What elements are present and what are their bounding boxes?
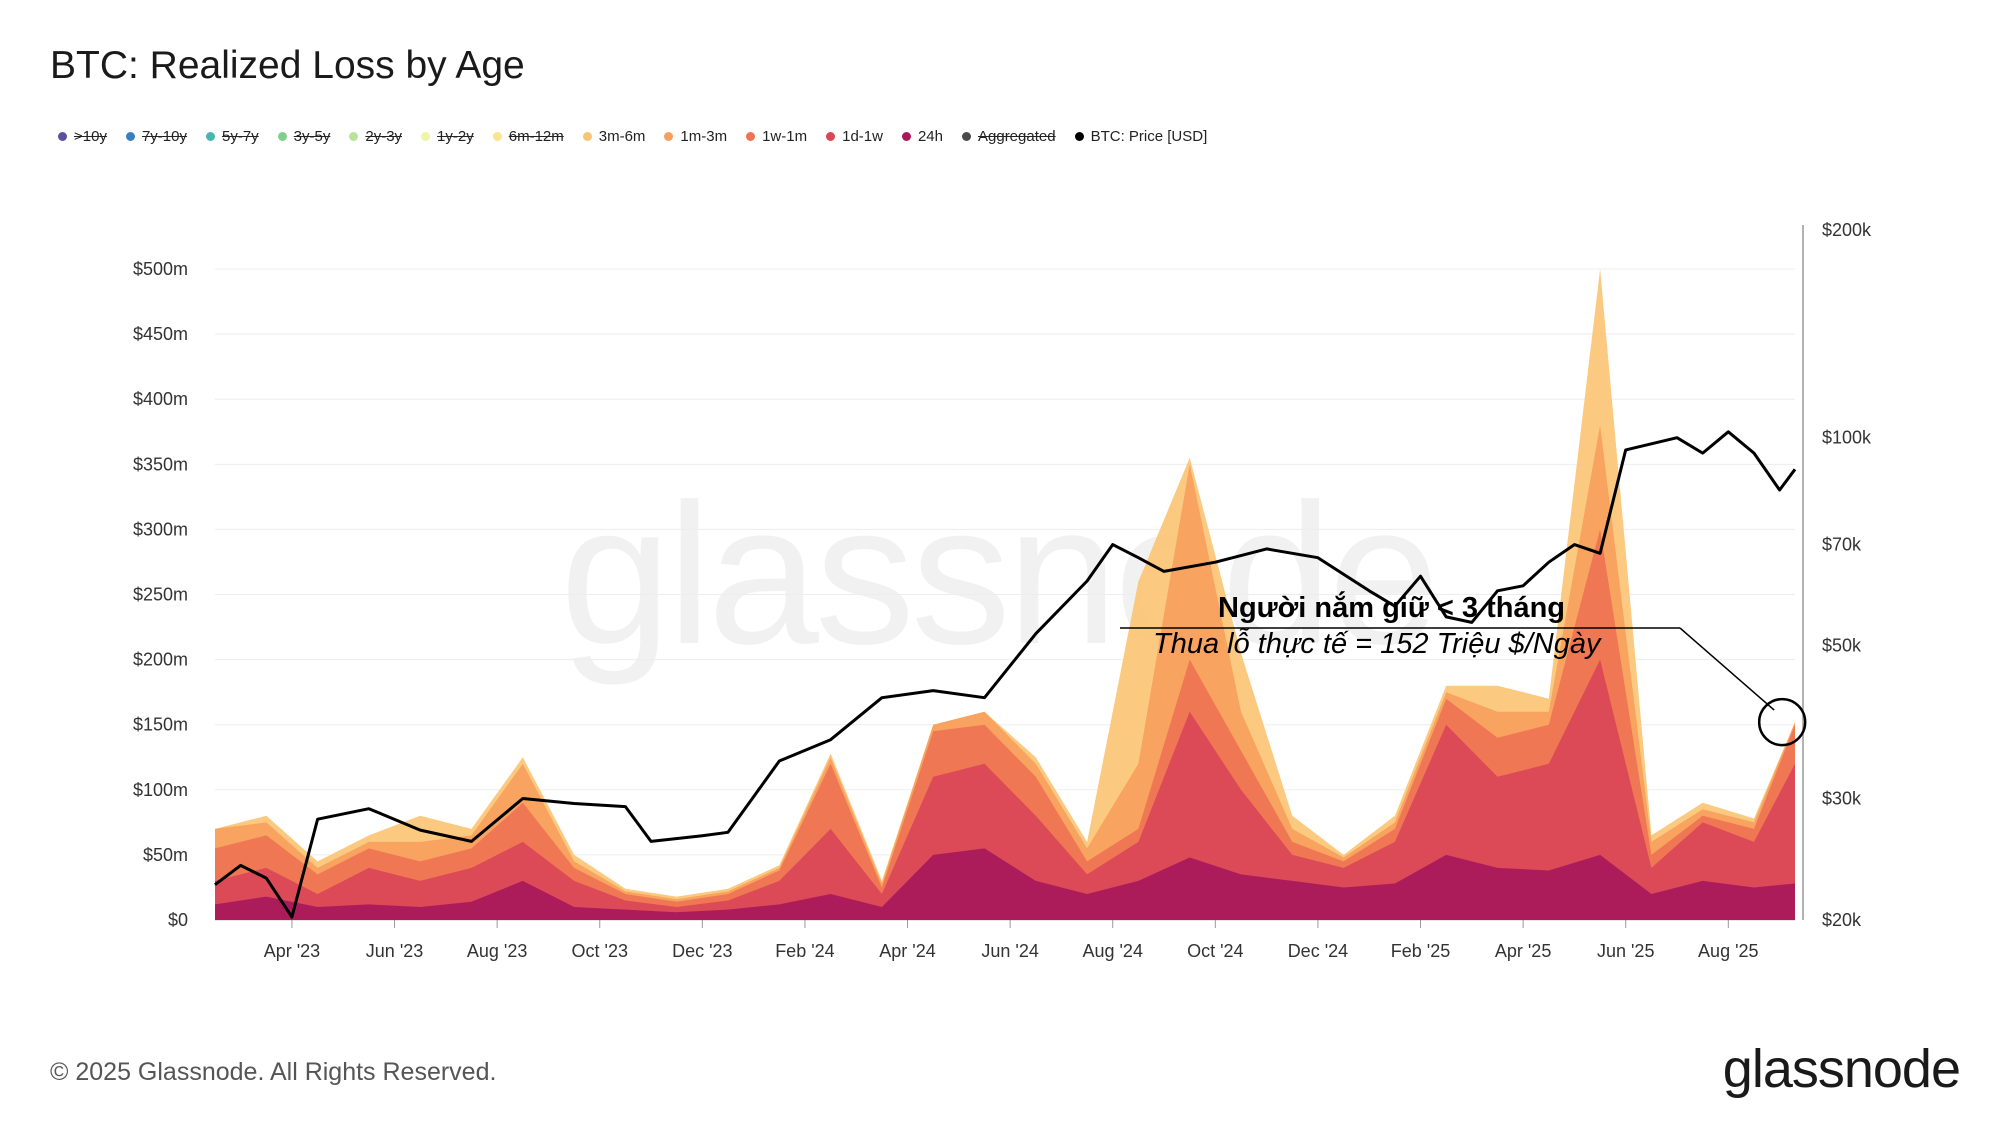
legend-dot-icon	[58, 132, 67, 141]
y-left-tick-label: $50m	[143, 845, 188, 865]
x-tick-label: Jun '25	[1597, 941, 1654, 961]
y-left-tick-label: $350m	[133, 454, 188, 474]
x-tick-label: Apr '24	[879, 941, 935, 961]
y-right-tick-label: $70k	[1822, 535, 1862, 555]
x-tick-label: Apr '25	[1495, 941, 1551, 961]
y-left-tick-label: $100m	[133, 780, 188, 800]
area-1w-1m	[215, 529, 1795, 920]
legend-dot-icon	[664, 132, 674, 141]
x-tick-label: Dec '23	[672, 941, 732, 961]
legend-item-1[interactable]: 7y-10y	[125, 128, 187, 145]
annotation-circle	[1757, 697, 1807, 747]
legend-item-5[interactable]: 1y-2y	[421, 128, 474, 145]
area-24h	[215, 848, 1795, 920]
x-tick-label: Apr '23	[264, 941, 320, 961]
legend-label: 1w-1m	[762, 128, 808, 145]
legend-label: 1y-2y	[437, 128, 474, 145]
legend-item-9[interactable]: 1w-1m	[746, 128, 807, 145]
legend-dot-icon	[746, 132, 756, 141]
x-tick-label: Aug '25	[1698, 941, 1759, 961]
legend-item-2[interactable]: 5y-7y	[205, 128, 259, 145]
y-left-tick-label: $200m	[133, 650, 188, 670]
legend-label: >10y	[74, 128, 107, 145]
x-tick-label: Feb '24	[775, 941, 834, 961]
legend-label: 3y-5y	[293, 128, 331, 145]
chart-title: BTC: Realized Loss by Age	[50, 44, 525, 87]
legend-dot-icon	[1074, 132, 1084, 141]
y-left-tick-label: $0	[168, 910, 188, 930]
legend-item-13[interactable]: BTC: Price [USD]	[1074, 128, 1208, 145]
legend-label: 2y-3y	[365, 128, 403, 145]
legend-dot-icon	[901, 132, 911, 141]
y-right-tick-label: $20k	[1822, 910, 1862, 930]
legend-label: 7y-10y	[141, 128, 187, 145]
y-left-tick-label: $150m	[133, 715, 188, 735]
y-right-tick-label: $100k	[1822, 428, 1872, 448]
btc-price-line	[214, 430, 1797, 919]
x-tick-label: Aug '24	[1082, 941, 1143, 961]
legend-dot-icon	[421, 132, 431, 141]
legend-label: 1m-3m	[680, 128, 728, 145]
x-tick-label: Jun '23	[366, 941, 423, 961]
legend-dot-icon	[492, 132, 502, 141]
legend-item-3[interactable]: 3y-5y	[277, 128, 331, 145]
y-left-tick-label: $300m	[133, 519, 188, 539]
legend-dot-icon	[205, 132, 215, 141]
annotation-leader-line	[1679, 627, 1775, 711]
legend-label: 6m-12m	[508, 128, 564, 145]
legend-item-0[interactable]: >10y	[58, 128, 107, 145]
x-tick-label: Feb '25	[1391, 941, 1450, 961]
x-tick-label: Oct '23	[572, 941, 628, 961]
y-right-tick-label: $50k	[1822, 635, 1862, 655]
legend-item-4[interactable]: 2y-3y	[349, 128, 402, 145]
legend: >10y 7y-10y 5y-7y 3y-5y 2y-3y 1y-2y 6m-12m 3m-6…	[58, 128, 1226, 145]
annotation-title: Người nắm giữ < 3 tháng	[1218, 592, 1566, 624]
x-tick-label: Oct '24	[1187, 941, 1243, 961]
legend-item-11[interactable]: 24h	[901, 128, 943, 145]
legend-dot-icon	[826, 132, 836, 141]
copyright-footer: © 2025 Glassnode. All Rights Reserved.	[50, 1058, 497, 1086]
y-left-tick-label: $400m	[133, 389, 188, 409]
legend-label: 3m-6m	[598, 128, 646, 145]
legend-dot-icon	[125, 132, 135, 141]
legend-dot-icon	[582, 132, 592, 141]
annotation-subtitle: Thua lỗ thực tế = 152 Triệu $/Ngày	[1153, 628, 1601, 660]
legend-label: 24h	[917, 128, 943, 145]
y-left-tick-label: $450m	[133, 324, 188, 344]
brand-logo: glassnode	[1722, 1039, 1961, 1099]
legend-label: BTC: Price [USD]	[1090, 128, 1208, 145]
legend-item-12[interactable]: Aggregated	[962, 128, 1056, 145]
y-right-tick-label: $200k	[1822, 220, 1872, 240]
legend-dot-icon	[277, 132, 287, 141]
legend-label: 5y-7y	[221, 128, 259, 145]
legend-item-6[interactable]: 6m-12m	[492, 128, 564, 145]
legend-label: 1d-1w	[842, 128, 883, 145]
y-right-tick-label: $30k	[1822, 788, 1862, 808]
y-left-tick-label: $500m	[133, 259, 188, 279]
x-tick-label: Jun '24	[981, 941, 1038, 961]
legend-item-8[interactable]: 1m-3m	[664, 128, 727, 145]
legend-dot-icon	[962, 132, 971, 141]
area-1d-1w	[215, 659, 1795, 920]
legend-label: Aggregated	[978, 128, 1056, 145]
legend-item-10[interactable]: 1d-1w	[826, 128, 883, 145]
legend-dot-icon	[349, 132, 359, 141]
legend-item-7[interactable]: 3m-6m	[582, 128, 646, 145]
x-tick-label: Aug '23	[467, 941, 528, 961]
y-left-tick-label: $250m	[133, 585, 188, 605]
x-tick-label: Dec '24	[1288, 941, 1348, 961]
